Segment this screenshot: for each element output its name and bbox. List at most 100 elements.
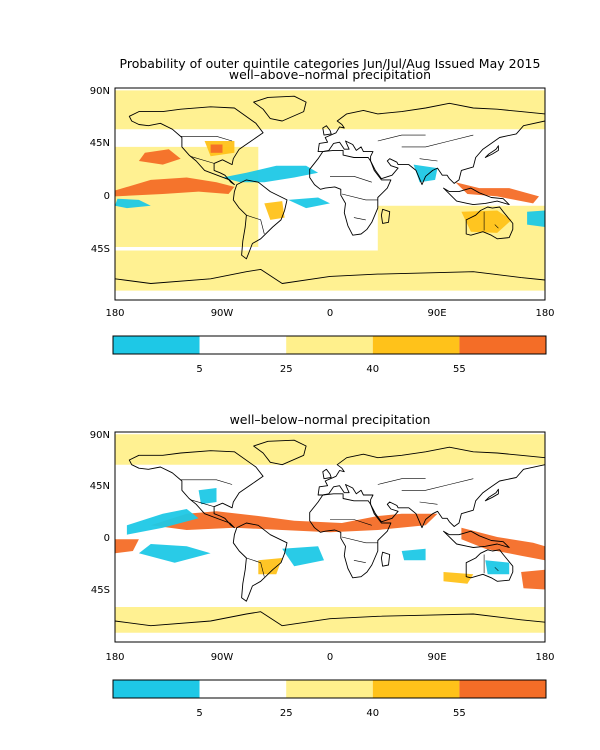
colorbar-above-frame: [112, 335, 547, 355]
precip-patch-pale-yellow: [115, 250, 545, 291]
coastline-australia: [465, 549, 514, 582]
precip-patch-pale-yellow: [115, 90, 545, 130]
figure-title: Probability of outer quintile categories…: [120, 56, 541, 71]
colorbar-tick-25: 25: [280, 708, 293, 719]
lat-label-90n: 90N: [90, 430, 110, 441]
precip-patch-orange: [138, 149, 181, 165]
colorbar-tick-5: 5: [196, 364, 202, 375]
precip-patch-gold: [258, 558, 283, 575]
precip-patch-cyan: [288, 197, 330, 209]
lon-label-180w: 180: [105, 308, 124, 319]
country-border: [330, 176, 372, 183]
lon-label-90w: 90W: [211, 652, 234, 663]
coastline-south-america: [232, 522, 288, 602]
lon-label-180e: 180: [535, 652, 554, 663]
precip-patch-pale-yellow: [115, 146, 259, 247]
coastline-north-america: [128, 450, 264, 529]
panel-below: well–below–normal precipitation 90N 45N …: [90, 412, 555, 663]
panel-above-subtitle: well–above–normal precipitation: [229, 67, 431, 82]
coastline-indonesia: [443, 530, 510, 548]
country-border: [353, 560, 366, 563]
country-border: [401, 478, 474, 491]
country-border: [180, 136, 233, 142]
precip-patch-orange: [115, 177, 235, 197]
coastline-africa: [309, 149, 392, 236]
lon-label-90e: 90E: [427, 308, 446, 319]
coastline-greenland: [253, 95, 307, 122]
colorbar-bin-gold: [372, 680, 460, 698]
colorbar-tick-40: 40: [366, 364, 379, 375]
colorbar-below-frame: [112, 679, 547, 699]
country-border: [494, 224, 499, 229]
lat-label-45n: 45N: [90, 138, 110, 149]
lat-label-90n: 90N: [90, 86, 110, 97]
coastline-madagascar: [380, 208, 391, 224]
country-border: [401, 134, 474, 148]
country-border: [180, 479, 233, 485]
colorbar-below: 5 25 40 55: [112, 679, 547, 719]
colorbar-tick-25: 25: [280, 364, 293, 375]
country-border: [494, 567, 499, 572]
lat-label-45s: 45S: [91, 585, 110, 596]
colorbar-bin-pale-yellow: [286, 680, 373, 698]
precip-patch-cyan: [527, 210, 545, 227]
lat-label-eq: 0: [104, 533, 110, 544]
lon-label-90w: 90W: [211, 308, 234, 319]
precip-patch-orange: [210, 144, 223, 153]
coastline-uk: [322, 125, 332, 136]
country-border: [330, 519, 372, 526]
country-border: [377, 478, 426, 485]
colorbar-tick-55: 55: [453, 364, 466, 375]
map-below-frame: [114, 431, 546, 643]
coastline-greenland: [253, 439, 307, 466]
precip-patch-orange: [461, 527, 545, 561]
lat-label-45s: 45S: [91, 244, 110, 255]
country-border: [353, 217, 366, 221]
colorbar-bin-white: [199, 336, 287, 354]
coastline-uk: [322, 468, 332, 480]
colorbar-bin-pale-yellow: [286, 336, 373, 354]
coastline-antarctica: [115, 611, 545, 642]
precip-patch-orange: [521, 569, 545, 590]
coastline-indonesia: [443, 187, 510, 206]
coastline-madagascar: [380, 551, 391, 567]
precip-patch-cyan: [126, 509, 199, 535]
colorbar-tick-55: 55: [453, 708, 466, 719]
country-border: [341, 193, 378, 201]
coastline-eurasia: [317, 446, 545, 529]
precip-patch-cyan: [198, 488, 217, 505]
colorbar-tick-5: 5: [196, 708, 202, 719]
colorbar-bin-gold: [372, 336, 460, 354]
country-border: [190, 156, 215, 164]
country-border: [190, 499, 215, 507]
coastline-australia: [465, 206, 514, 240]
colorbar-bin-white: [199, 680, 287, 698]
lon-label-0: 0: [327, 308, 333, 319]
colorbar-bin-cyan: [113, 680, 200, 698]
precip-patch-orange: [115, 539, 139, 554]
precip-patch-pale-yellow: [115, 434, 545, 465]
map-above: [115, 88, 545, 300]
precip-patch-orange: [150, 511, 438, 533]
precip-patch-pale-yellow: [115, 607, 545, 633]
lon-label-180w: 180: [105, 652, 124, 663]
colorbar-bin-cyan: [113, 336, 200, 354]
precip-patch-gold: [264, 201, 285, 220]
lon-label-0: 0: [327, 652, 333, 663]
lat-label-eq: 0: [104, 191, 110, 202]
map-below: [115, 432, 545, 642]
panel-above: well–above–normal precipitation 90N 45N …: [90, 67, 555, 319]
precip-patch-cyan: [282, 546, 324, 567]
lon-label-180e: 180: [535, 308, 554, 319]
precip-patch-cyan: [485, 560, 510, 575]
panel-below-subtitle: well–below–normal precipitation: [230, 412, 431, 427]
country-border: [246, 214, 265, 235]
lat-label-45n: 45N: [90, 481, 110, 492]
precip-patch-cyan: [138, 544, 211, 563]
country-border: [246, 557, 265, 577]
coastline-eurasia: [317, 102, 545, 186]
coastline-japan: [484, 145, 499, 158]
country-border: [341, 536, 378, 544]
colorbar-tick-40: 40: [366, 708, 379, 719]
